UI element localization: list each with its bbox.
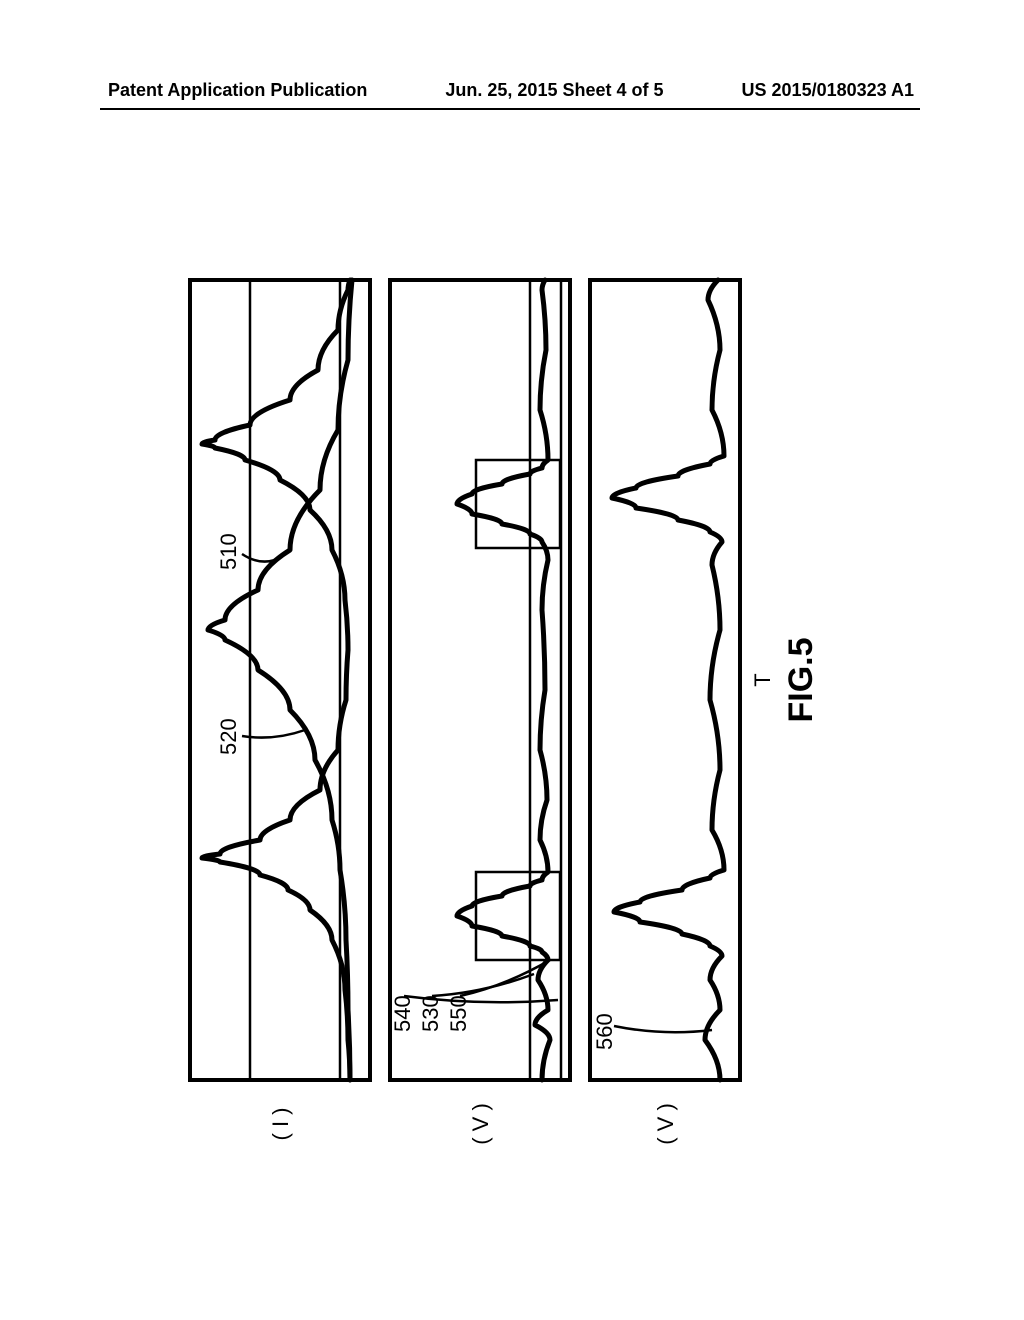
svg-text:FIG.5: FIG.5 <box>782 637 820 722</box>
svg-text:( I ): ( I ) <box>268 1108 293 1141</box>
header-rule <box>100 108 920 110</box>
page-header: Patent Application Publication Jun. 25, … <box>0 80 1024 101</box>
svg-text:530: 530 <box>418 995 443 1032</box>
header-right: US 2015/0180323 A1 <box>742 80 914 101</box>
svg-text:550: 550 <box>446 995 471 1032</box>
svg-text:510: 510 <box>216 533 241 570</box>
figure-svg: 520 510 ( I ) 540530550 ( V ) 560 ( V ) T FIG.5 <box>180 180 820 1170</box>
figure-5: 520 510 ( I ) 540530550 ( V ) 560 ( V ) T FIG.5 <box>180 180 820 1170</box>
svg-text:( V ): ( V ) <box>653 1103 678 1145</box>
svg-text:T: T <box>750 673 775 686</box>
header-left: Patent Application Publication <box>108 80 367 101</box>
svg-text:520: 520 <box>216 718 241 755</box>
svg-text:560: 560 <box>592 1013 617 1050</box>
svg-text:540: 540 <box>390 995 415 1032</box>
header-center: Jun. 25, 2015 Sheet 4 of 5 <box>445 80 663 101</box>
svg-text:( V ): ( V ) <box>468 1103 493 1145</box>
